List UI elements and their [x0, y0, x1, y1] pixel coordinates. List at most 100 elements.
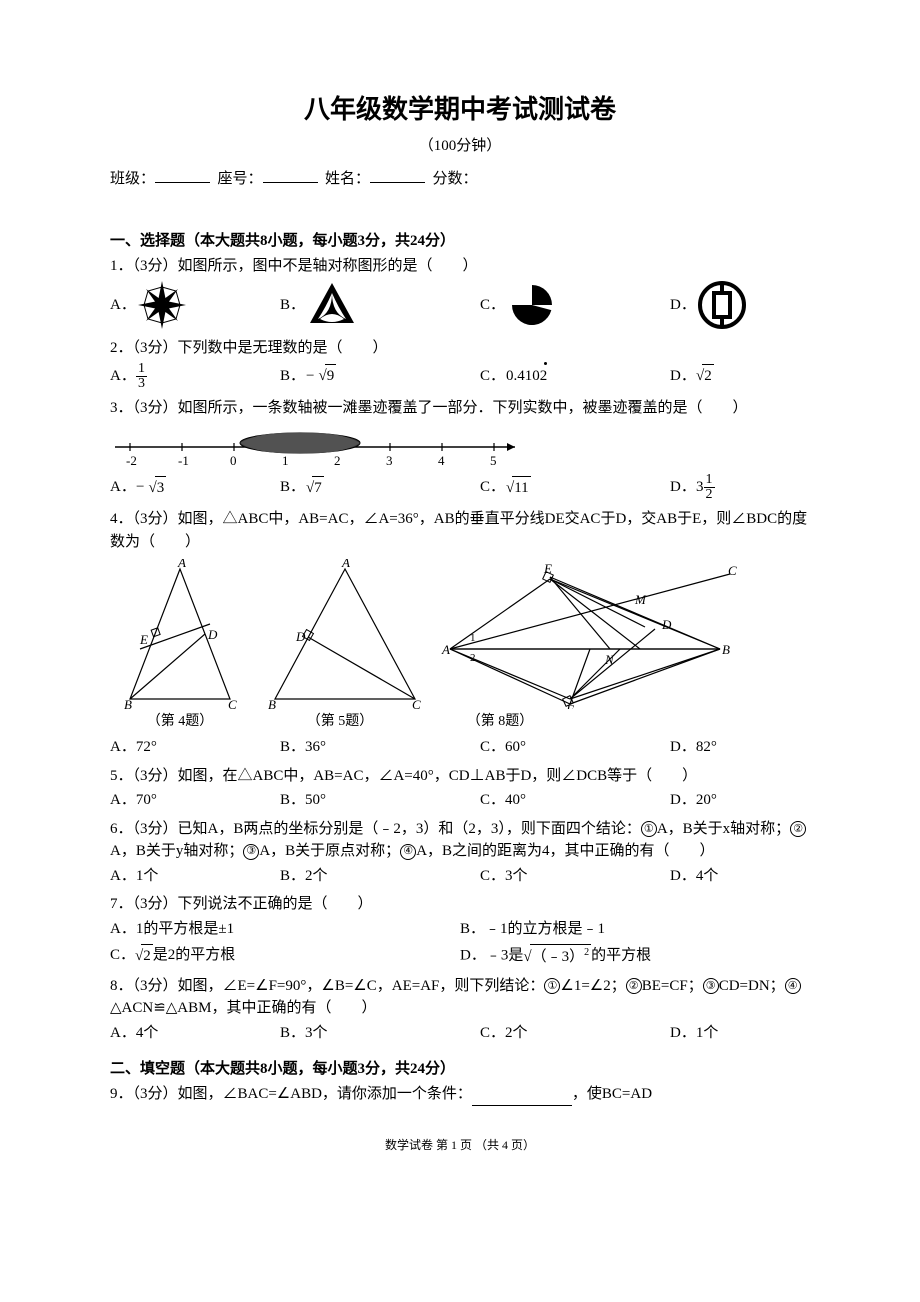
fig-label-5: （第 5题）	[270, 711, 410, 732]
q7-d-pre: D．﹣3是	[460, 948, 523, 964]
q1-text: 1．（3分）如图所示，图中不是轴对称图形的是（ ）	[110, 255, 810, 278]
page-footer: 数学试卷 第 1 页 （共 4 页）	[110, 1136, 810, 1154]
q5-d: D．20°	[670, 789, 717, 812]
numberline-figure: -2 -1 0 1 2 3 4 5	[110, 425, 810, 467]
q8-d: D．1个	[670, 1022, 718, 1045]
q2-a-frac: 13	[136, 362, 147, 391]
q2-a: A．	[110, 365, 132, 388]
q7-b: B．﹣1的立方根是﹣1	[460, 921, 605, 937]
svg-text:N: N	[604, 652, 615, 667]
q8-b: B．3个	[280, 1022, 328, 1045]
svg-text:B: B	[268, 697, 276, 709]
compass-star-icon	[136, 279, 188, 331]
q7-a: A．1的平方根是±1	[110, 921, 234, 937]
q1-opt-b-label: B．	[280, 294, 302, 317]
svg-text:4: 4	[438, 453, 445, 467]
q3-b-sqrt: √7	[306, 476, 324, 500]
q7-d-sqrt: √（﹣3）2	[523, 944, 591, 969]
question-6: 6．（3分）已知A，B两点的坐标分别是（﹣2，3）和（2，3），则下面四个结论：…	[110, 818, 810, 888]
svg-text:1: 1	[282, 453, 289, 467]
blank-name[interactable]	[370, 168, 425, 183]
blank-seat[interactable]	[263, 168, 318, 183]
svg-text:5: 5	[490, 453, 497, 467]
svg-text:-1: -1	[178, 453, 189, 467]
q6-text: 6．（3分）已知A，B两点的坐标分别是（﹣2，3）和（2，3），则下面四个结论：…	[110, 818, 810, 863]
svg-text:2: 2	[334, 453, 341, 467]
question-4: 4．（3分）如图，△ABC中，AB=AC，∠A=36°，AB的垂直平分线DE交A…	[110, 508, 810, 759]
svg-text:B: B	[124, 697, 132, 709]
q7-d-post: 的平方根	[591, 948, 651, 964]
q4-c: C．60°	[480, 736, 526, 759]
q8-a: A．4个	[110, 1022, 158, 1045]
q7-text: 7．（3分）下列说法不正确的是（ ）	[110, 893, 810, 916]
section-1-header: 一、选择题（本大题共8小题，每小题3分，共24分）	[110, 230, 810, 253]
figure-q8: A B C E F M D N 1 2	[440, 559, 740, 709]
q3-c: C．	[480, 476, 502, 499]
figure-q4: A E D B C	[110, 559, 250, 709]
svg-text:C: C	[228, 697, 237, 709]
q6-a: A．1个	[110, 865, 158, 888]
q2-b-sqrt: √9	[318, 364, 336, 388]
q5-c: C．40°	[480, 789, 526, 812]
figure-q5: A D B C	[260, 559, 430, 709]
question-8: 8．（3分）如图，∠E=∠F=90°，∠B=∠C，AE=AF，则下列结论：①∠1…	[110, 975, 810, 1045]
page-title: 八年级数学期中考试测试卷	[110, 90, 810, 129]
q2-c-val: 0.4102	[506, 365, 547, 388]
svg-text:M: M	[634, 592, 647, 607]
svg-text:B: B	[722, 642, 730, 657]
q4-a: A．72°	[110, 736, 157, 759]
q4-b: B．36°	[280, 736, 326, 759]
q3-d: D．	[670, 476, 692, 499]
label-score: 分数：	[433, 171, 478, 187]
svg-text:3: 3	[386, 453, 393, 467]
svg-text:D: D	[295, 629, 306, 644]
question-5: 5．（3分）如图，在△ABC中，AB=AC，∠A=40°，CD⊥AB于D，则∠D…	[110, 765, 810, 812]
label-seat: 座号：	[218, 171, 263, 187]
q2-b: B．	[280, 365, 302, 388]
fig-label-4: （第 4题）	[110, 711, 250, 732]
svg-text:C: C	[412, 697, 421, 709]
q1-opt-c-label: C．	[480, 294, 502, 317]
q3-d-mixed: 312	[696, 473, 715, 502]
q2-d-sqrt: √2	[696, 364, 714, 388]
q9-blank[interactable]	[472, 1083, 572, 1107]
q9-pre: 9．（3分）如图，∠BAC=∠ABD，请你添加一个条件：	[110, 1086, 472, 1102]
q5-b: B．50°	[280, 789, 326, 812]
svg-text:A: A	[177, 559, 186, 570]
svg-text:D: D	[661, 617, 672, 632]
svg-text:-2: -2	[126, 453, 137, 467]
q9-post: ，使BC=AD	[572, 1086, 652, 1102]
q5-text: 5．（3分）如图，在△ABC中，AB=AC，∠A=40°，CD⊥AB于D，则∠D…	[110, 765, 810, 788]
q8-text: 8．（3分）如图，∠E=∠F=90°，∠B=∠C，AE=AF，则下列结论：①∠1…	[110, 975, 810, 1020]
q3-b: B．	[280, 476, 302, 499]
label-name: 姓名：	[325, 171, 370, 187]
svg-text:1: 1	[470, 632, 476, 644]
q6-d: D．4个	[670, 865, 718, 888]
svg-text:A: A	[441, 642, 450, 657]
q3-a-neg: −	[136, 476, 144, 499]
bank-logo-icon	[696, 279, 748, 331]
question-3: 3．（3分）如图所示，一条数轴被一滩墨迹覆盖了一部分．下列实数中，被墨迹覆盖的是…	[110, 397, 810, 503]
student-info-row: 班级： 座号： 姓名： 分数：	[110, 168, 810, 191]
question-1: 1．（3分）如图所示，图中不是轴对称图形的是（ ） A． B． C． D．	[110, 255, 810, 332]
section-2-header: 二、填空题（本大题共8小题，每小题3分，共24分）	[110, 1058, 810, 1081]
question-9: 9．（3分）如图，∠BAC=∠ABD，请你添加一个条件： ，使BC=AD	[110, 1083, 810, 1107]
svg-text:D: D	[207, 627, 218, 642]
q6-c: C．3个	[480, 865, 528, 888]
duration: （100分钟）	[110, 135, 810, 158]
q8-c: C．2个	[480, 1022, 528, 1045]
fig-label-8: （第 8题）	[430, 711, 570, 732]
q7-c-sqrt: √2	[135, 944, 153, 968]
q3-a: A．	[110, 476, 132, 499]
blank-class[interactable]	[155, 168, 210, 183]
q7-c-post: 是2的平方根	[153, 947, 236, 963]
svg-text:E: E	[139, 632, 148, 647]
q3-c-sqrt: √11	[506, 476, 531, 500]
q3-a-sqrt: √3	[148, 476, 166, 500]
q7-c-pre: C．	[110, 947, 135, 963]
svg-text:0: 0	[230, 453, 237, 467]
q4-text: 4．（3分）如图，△ABC中，AB=AC，∠A=36°，AB的垂直平分线DE交A…	[110, 508, 810, 553]
q1-opt-d-label: D．	[670, 294, 692, 317]
q4-d: D．82°	[670, 736, 717, 759]
q5-a: A．70°	[110, 789, 157, 812]
